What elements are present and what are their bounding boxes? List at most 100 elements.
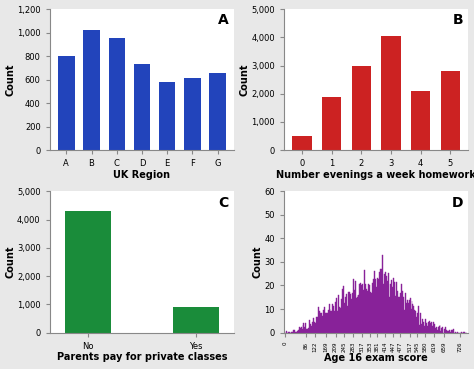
Bar	[415, 311, 416, 332]
Bar	[362, 284, 363, 332]
Bar	[350, 294, 351, 332]
Bar	[316, 317, 317, 332]
Bar	[210, 73, 226, 150]
Bar	[430, 323, 431, 332]
Bar	[375, 279, 376, 332]
Bar	[422, 319, 423, 332]
Bar	[397, 291, 398, 332]
Bar	[412, 304, 413, 332]
Bar	[340, 308, 341, 332]
Bar	[411, 91, 430, 150]
Bar	[392, 287, 393, 332]
Bar	[419, 325, 420, 332]
Bar	[382, 255, 383, 332]
Bar	[391, 280, 392, 332]
Bar	[351, 299, 352, 332]
Bar	[411, 301, 412, 332]
Bar	[312, 321, 313, 332]
Bar	[356, 297, 357, 332]
Bar	[398, 297, 399, 332]
Bar	[404, 310, 405, 332]
Bar	[367, 291, 368, 332]
Bar	[65, 211, 111, 332]
Bar	[303, 323, 304, 332]
Y-axis label: Count: Count	[6, 63, 16, 96]
Bar	[335, 302, 336, 332]
Bar	[304, 327, 305, 332]
Bar	[410, 309, 411, 332]
Bar	[448, 331, 449, 332]
Bar	[440, 331, 441, 332]
Bar	[299, 327, 300, 332]
Bar	[417, 313, 418, 332]
Bar	[360, 283, 361, 332]
Bar	[407, 300, 408, 332]
Bar	[372, 283, 373, 332]
Bar	[314, 321, 315, 332]
Bar	[418, 306, 419, 332]
Bar	[332, 304, 333, 332]
Bar	[354, 290, 355, 332]
Bar	[286, 331, 287, 332]
Bar	[437, 330, 438, 332]
Bar	[308, 328, 309, 332]
Bar	[388, 273, 389, 332]
Text: A: A	[218, 13, 228, 27]
Bar	[369, 285, 370, 332]
Bar	[344, 303, 345, 332]
Bar	[173, 307, 219, 332]
Bar	[346, 294, 347, 332]
Bar	[349, 292, 350, 332]
Bar	[383, 274, 384, 332]
Bar	[423, 321, 424, 332]
Bar	[337, 311, 338, 332]
Bar	[298, 330, 299, 332]
Bar	[58, 56, 74, 150]
Bar	[341, 299, 342, 332]
Bar	[353, 279, 354, 332]
Bar	[396, 282, 397, 332]
Bar	[297, 331, 298, 332]
Bar	[381, 269, 382, 332]
Bar	[377, 278, 378, 332]
Bar	[420, 313, 421, 332]
Bar	[305, 323, 306, 332]
Bar	[405, 293, 406, 332]
Bar	[378, 279, 379, 332]
Y-axis label: Count: Count	[253, 246, 263, 278]
Bar	[328, 304, 329, 332]
Bar	[433, 323, 434, 332]
Bar	[348, 292, 349, 332]
Bar	[446, 330, 447, 332]
X-axis label: UK Region: UK Region	[113, 170, 171, 180]
Bar	[385, 272, 386, 332]
Bar	[331, 311, 332, 332]
Bar	[319, 311, 320, 332]
Text: B: B	[452, 13, 463, 27]
Text: C: C	[219, 196, 228, 210]
Bar	[441, 70, 460, 150]
Bar	[322, 97, 341, 150]
Bar	[421, 324, 422, 332]
Bar	[371, 293, 372, 332]
Bar	[343, 286, 344, 332]
Y-axis label: Count: Count	[6, 246, 16, 278]
Bar	[382, 35, 401, 150]
Bar	[449, 330, 450, 332]
Bar	[327, 313, 328, 332]
Bar	[373, 279, 374, 332]
Bar	[403, 297, 404, 332]
Bar	[400, 293, 401, 332]
Bar	[413, 306, 414, 332]
Bar	[293, 330, 294, 332]
Bar	[445, 327, 446, 332]
Bar	[434, 324, 435, 332]
Bar	[334, 311, 335, 332]
Bar	[451, 330, 452, 332]
Bar	[442, 327, 443, 332]
Bar	[323, 310, 324, 332]
Bar	[387, 281, 388, 332]
Bar	[317, 317, 318, 332]
Bar	[359, 284, 360, 332]
Bar	[368, 284, 369, 332]
